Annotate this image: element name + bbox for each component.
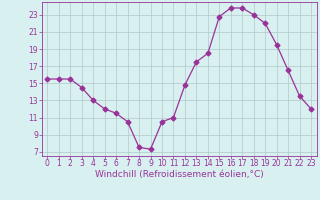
X-axis label: Windchill (Refroidissement éolien,°C): Windchill (Refroidissement éolien,°C) xyxy=(95,170,264,179)
